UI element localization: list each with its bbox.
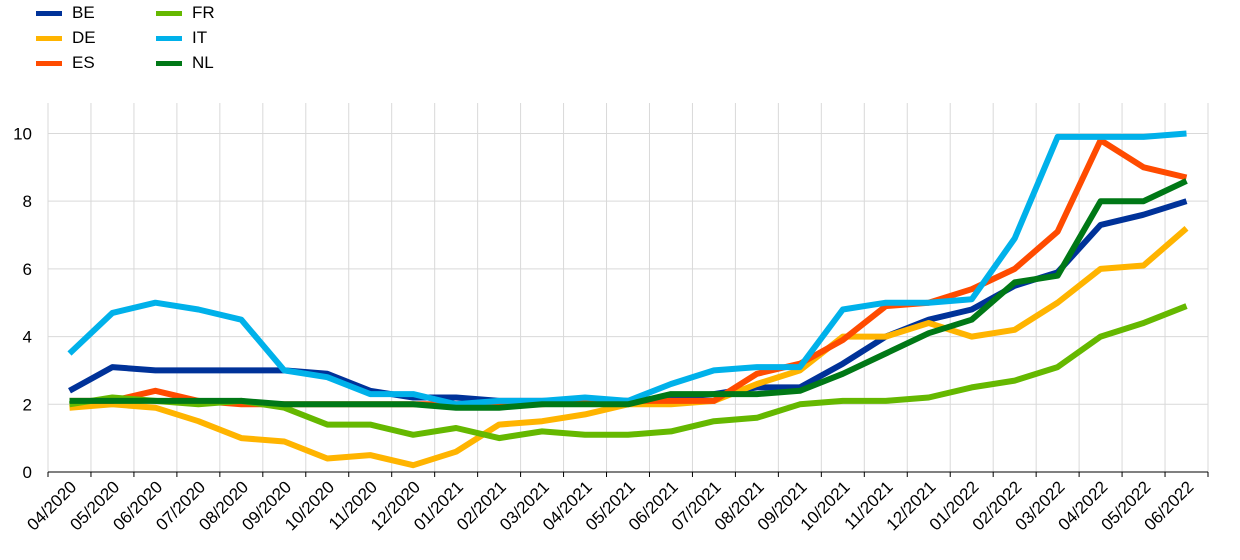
- series-line-nl: [69, 178, 1188, 411]
- legend-label: IT: [192, 28, 208, 47]
- legend-swatch: [156, 10, 182, 16]
- y-tick-label: 0: [23, 463, 32, 482]
- legend-label: DE: [72, 28, 96, 47]
- legend-label: FR: [192, 3, 215, 22]
- gridlines: [47, 103, 1209, 472]
- y-tick-label: 2: [23, 395, 32, 414]
- legend-item-es: ES: [36, 52, 95, 74]
- y-axis-ticks: 0 2 4 6 8 10: [13, 124, 32, 482]
- legend-swatch: [156, 60, 182, 66]
- legend-item-de: DE: [36, 27, 96, 49]
- chart-legend: BE DE ES FR IT NL: [36, 2, 296, 78]
- series-line-it: [67, 130, 1187, 408]
- legend-label: NL: [192, 53, 214, 72]
- series-lines: [67, 130, 1189, 469]
- axes: [47, 471, 1209, 477]
- legend-swatch: [36, 35, 62, 41]
- legend-swatch: [156, 35, 182, 41]
- legend-item-fr: FR: [156, 2, 215, 24]
- legend-label: ES: [72, 53, 95, 72]
- legend-swatch: [36, 60, 62, 66]
- legend-item-be: BE: [36, 2, 95, 24]
- legend-item-it: IT: [156, 27, 207, 49]
- y-tick-label: 4: [23, 328, 32, 347]
- legend-swatch: [36, 10, 62, 16]
- y-tick-label: 6: [23, 260, 32, 279]
- legend-item-nl: NL: [156, 52, 214, 74]
- y-tick-label: 10: [13, 124, 32, 143]
- x-axis-ticks: 04/202005/202006/202007/202008/202009/20…: [23, 477, 1197, 534]
- legend-label: BE: [72, 3, 95, 22]
- y-tick-label: 8: [23, 192, 32, 211]
- series-line-es: [69, 137, 1188, 408]
